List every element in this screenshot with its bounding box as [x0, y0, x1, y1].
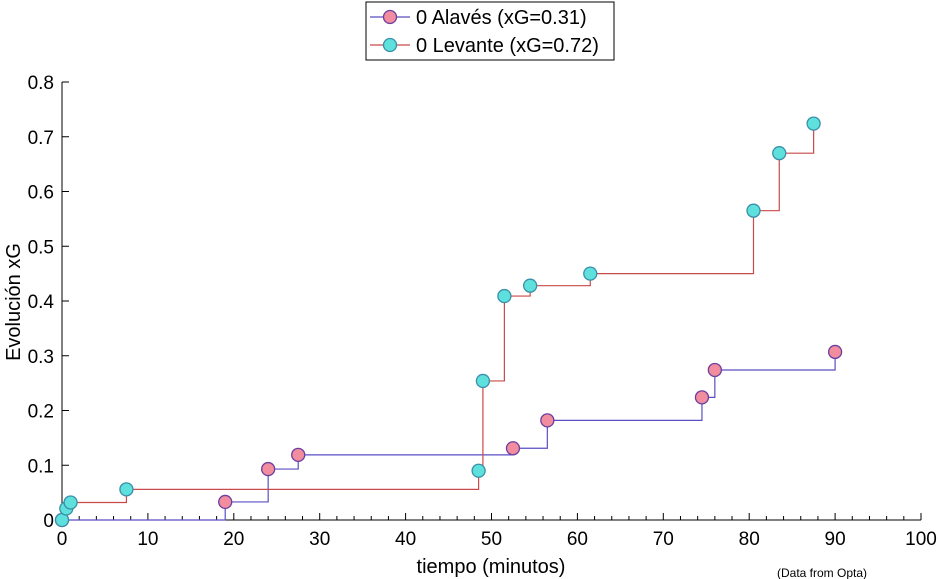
y-tick-label: 0.8 [28, 73, 54, 94]
x-tick-label: 40 [395, 529, 416, 550]
series-0-point [261, 461, 276, 477]
series-0-point [291, 447, 306, 462]
series-1-point [119, 482, 134, 497]
x-tick-label: 70 [653, 529, 674, 550]
x-tick-label: 50 [481, 529, 502, 550]
series-1-point [497, 288, 512, 304]
y-tick-label: 0.7 [28, 128, 54, 149]
legend-label-alaves: 0 Alavés (xG=0.31) [416, 7, 587, 29]
series-1-point [471, 463, 486, 478]
y-tick-label: 0.4 [28, 292, 55, 313]
legend-entry-alaves: 0 Alavés (xG=0.31) [370, 7, 587, 29]
plot-area: 0 10 20 30 40 50 60 70 80 90 100 0 0.1 0.2 0.3 0.4 0.5 0.… [28, 73, 937, 550]
source-note: (Data from Opta) [777, 566, 867, 579]
y-axis-title: Evolución xG [3, 243, 25, 361]
y-tick-label: 0.6 [28, 183, 54, 204]
y-tick-label: 0.2 [28, 402, 54, 423]
x-axis-title: tiempo (minutos) [417, 556, 566, 578]
series-1-point [523, 278, 538, 293]
y-tick-label: 0.5 [28, 237, 54, 258]
series-0-point [827, 344, 843, 360]
x-tick-label: 80 [739, 529, 760, 550]
legend-entry-levante: 0 Levante (xG=0.72) [370, 35, 599, 57]
series-0-point [218, 494, 233, 510]
series-1-point [475, 373, 491, 389]
y-tick-label: 0 [43, 511, 54, 532]
x-tick-label: 60 [567, 529, 588, 550]
x-tick-label: 30 [309, 529, 330, 550]
series-0-point [694, 390, 710, 405]
series-1-point [806, 116, 821, 131]
legend-marker-alaves [382, 9, 398, 25]
legend: 0 Alavés (xG=0.31) 0 Levante (xG=0.72) [365, 1, 615, 61]
series-1-point [583, 266, 598, 281]
series-1-point [772, 146, 787, 161]
series-0-point [505, 441, 521, 456]
series-1-point [63, 495, 78, 510]
x-tick-label: 0 [57, 529, 68, 550]
x-tick-label: 90 [825, 529, 846, 550]
y-tick-label: 0.1 [28, 456, 54, 477]
legend-label-levante: 0 Levante (xG=0.72) [416, 35, 599, 57]
series-1-point [746, 203, 761, 218]
series-line-1 [62, 123, 815, 521]
x-tick-label: 20 [223, 529, 244, 550]
x-tick-label: 10 [137, 529, 158, 550]
legend-box [365, 1, 615, 61]
legend-marker-levante [382, 37, 398, 53]
series-0-point [540, 413, 555, 428]
x-tick-label: 100 [905, 529, 937, 550]
series-0-point [707, 362, 722, 378]
y-tick-label: 0.3 [28, 347, 54, 368]
series-line-0 [62, 351, 836, 521]
